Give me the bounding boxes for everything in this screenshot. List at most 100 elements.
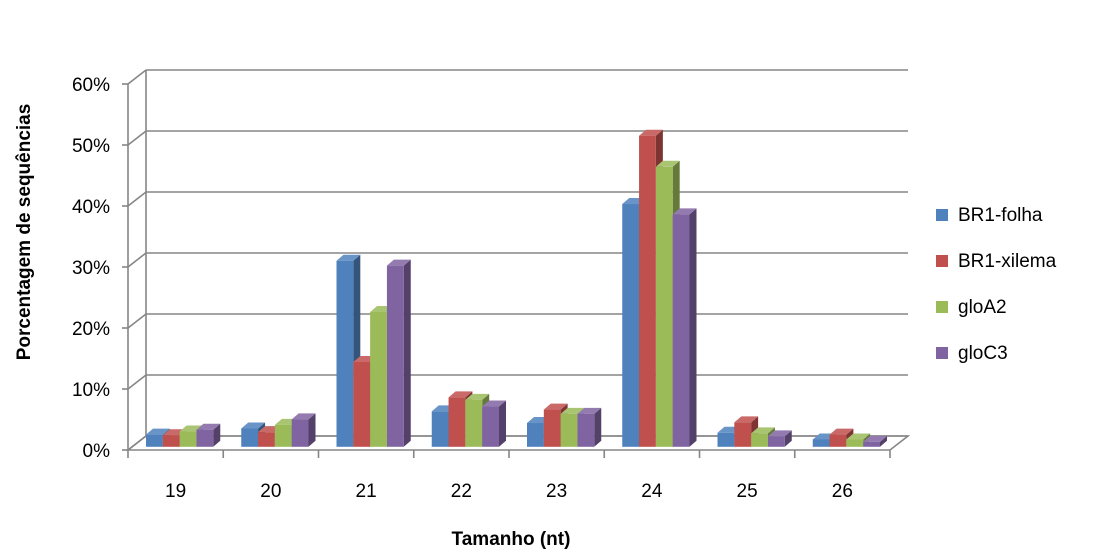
- bar-front: [196, 429, 214, 447]
- bar-front: [846, 439, 864, 447]
- bar-top: [560, 407, 585, 414]
- bar-front: [639, 135, 656, 447]
- x-tick-label: 23: [546, 481, 567, 502]
- bar: [577, 407, 602, 447]
- bar: [767, 430, 792, 447]
- bar-side: [880, 435, 887, 447]
- bar-front: [241, 428, 259, 447]
- legend-item: BR1-folha: [936, 205, 1043, 226]
- bar-front: [829, 434, 847, 447]
- bar-side: [689, 208, 697, 447]
- bar-front: [560, 413, 578, 447]
- gridline-connector: [127, 130, 147, 146]
- bar-top: [846, 433, 871, 440]
- bar-front: [258, 432, 275, 447]
- bar: [291, 413, 316, 447]
- x-tick-label: 22: [451, 481, 472, 502]
- bar-front: [812, 439, 830, 447]
- bar-top: [482, 400, 506, 407]
- bar-front: [734, 422, 752, 447]
- bar-top: [336, 254, 361, 261]
- bar-top: [751, 427, 775, 434]
- bar-front: [672, 214, 690, 447]
- bar-front: [527, 423, 544, 447]
- bar-top: [577, 407, 602, 414]
- gridlines: [127, 69, 908, 451]
- bar-top: [291, 413, 316, 420]
- y-tick-label: 40%: [72, 197, 110, 218]
- bar-top: [767, 430, 792, 437]
- legend-label: gloC3: [958, 343, 1008, 364]
- bar-top: [672, 208, 697, 215]
- y-tick-label: 50%: [72, 136, 110, 157]
- bar: [672, 208, 697, 447]
- x-axis-title: Tamanho (nt): [452, 529, 571, 550]
- x-tick-label: 25: [737, 481, 758, 502]
- tick-labels: 0% 10% 20% 30% 40% 50% 60% 19 20 21 22 23 24 25 26: [72, 75, 853, 502]
- bars: [146, 129, 887, 447]
- bar-top: [829, 428, 854, 435]
- bar-side: [308, 413, 316, 447]
- bar-side: [784, 430, 792, 447]
- bar-top: [196, 423, 221, 430]
- bar-front: [543, 409, 561, 447]
- x-tick-label: 24: [641, 481, 663, 502]
- legend-label: gloA2: [958, 297, 1007, 318]
- bar-front: [291, 419, 309, 447]
- bar-top: [241, 422, 266, 429]
- legend-label: BR1-xilema: [958, 251, 1057, 272]
- floor: [125, 435, 911, 451]
- bar-side: [213, 423, 221, 447]
- bar-front: [465, 399, 483, 447]
- bar-front: [655, 166, 673, 447]
- y-axis-title: Porcentagem de sequências: [14, 104, 35, 361]
- legend-swatch: [936, 347, 948, 359]
- legend-item: BR1-xilema: [936, 251, 1057, 272]
- y-tick-label: 60%: [72, 75, 110, 96]
- bar-side: [499, 400, 506, 447]
- legend-item: gloA2: [936, 297, 1007, 318]
- legend-swatch: [936, 255, 948, 267]
- bar-front: [179, 431, 197, 447]
- legend-label: BR1-folha: [958, 205, 1043, 226]
- gridline-connector: [127, 191, 147, 207]
- y-tick-label: 30%: [72, 258, 110, 279]
- bar-front: [482, 406, 499, 447]
- gridline-connector: [127, 374, 147, 390]
- legend-swatch: [936, 209, 948, 221]
- bar-front: [146, 434, 163, 447]
- bar-front: [386, 265, 404, 447]
- gridline-connector: [127, 313, 147, 329]
- gridline-connector: [127, 69, 147, 85]
- y-tick-label: 20%: [72, 319, 110, 340]
- bar-front: [863, 441, 880, 447]
- x-tick-label: 21: [356, 481, 377, 502]
- x-tick-label: 20: [260, 481, 281, 502]
- bar-top: [448, 391, 473, 398]
- bar-top: [655, 160, 680, 167]
- legend: BR1-folha BR1-xilema gloA2 gloC3: [936, 205, 1057, 364]
- x-tick-label: 26: [832, 481, 853, 502]
- bar-front: [162, 435, 180, 447]
- axes: [122, 70, 911, 458]
- bar-top: [465, 393, 490, 400]
- bar-top: [543, 403, 568, 410]
- bar: [386, 259, 411, 447]
- bar: [482, 400, 506, 447]
- bar-front: [767, 436, 785, 447]
- x-tick-label: 19: [165, 481, 186, 502]
- bar-front: [622, 204, 640, 447]
- bar-front: [577, 413, 595, 447]
- bar-front: [336, 260, 354, 447]
- legend-swatch: [936, 301, 948, 313]
- gridline-connector: [127, 252, 147, 268]
- legend-item: gloC3: [936, 343, 1008, 364]
- bar-top: [734, 416, 759, 423]
- bar-front: [751, 433, 768, 447]
- bar-front: [353, 362, 371, 447]
- bar-top: [639, 129, 663, 136]
- bar-top: [863, 435, 887, 442]
- bar-side: [594, 407, 602, 447]
